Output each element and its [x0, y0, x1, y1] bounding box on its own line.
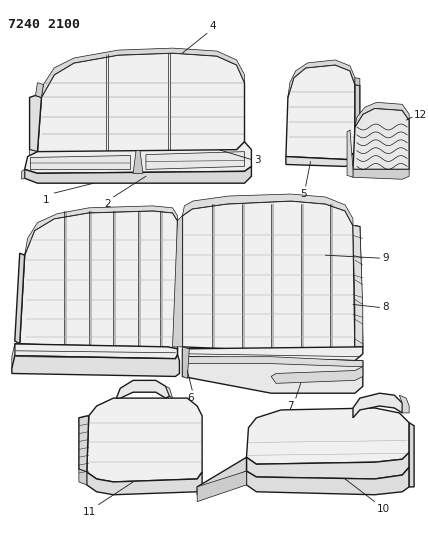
Polygon shape	[12, 344, 15, 368]
Polygon shape	[25, 142, 251, 173]
Polygon shape	[355, 225, 363, 347]
Polygon shape	[42, 48, 244, 98]
Polygon shape	[79, 416, 89, 472]
Text: 5: 5	[300, 189, 307, 199]
Polygon shape	[355, 102, 409, 127]
Polygon shape	[353, 169, 409, 179]
Polygon shape	[347, 130, 353, 177]
Polygon shape	[15, 253, 25, 344]
Polygon shape	[286, 152, 360, 166]
Text: 7: 7	[287, 401, 294, 411]
Polygon shape	[247, 467, 409, 495]
Polygon shape	[30, 150, 38, 169]
Polygon shape	[38, 53, 244, 156]
Polygon shape	[20, 211, 178, 357]
Polygon shape	[271, 367, 363, 383]
Text: 10: 10	[377, 504, 390, 514]
Text: 2: 2	[104, 199, 110, 209]
Polygon shape	[409, 423, 414, 487]
Polygon shape	[79, 469, 87, 485]
Polygon shape	[247, 408, 409, 464]
Text: 1: 1	[43, 195, 49, 205]
Polygon shape	[36, 83, 43, 98]
Polygon shape	[133, 151, 143, 173]
Polygon shape	[399, 395, 409, 413]
Polygon shape	[247, 453, 409, 479]
Text: 9: 9	[383, 253, 389, 263]
Polygon shape	[25, 206, 178, 255]
Text: 8: 8	[383, 302, 389, 312]
Polygon shape	[355, 78, 360, 86]
Polygon shape	[30, 155, 130, 169]
Polygon shape	[182, 347, 189, 378]
Polygon shape	[355, 85, 360, 154]
Polygon shape	[182, 357, 363, 367]
Text: 12: 12	[414, 110, 427, 120]
Polygon shape	[146, 152, 244, 169]
Polygon shape	[30, 95, 42, 152]
Polygon shape	[166, 386, 172, 398]
Polygon shape	[286, 65, 355, 159]
Polygon shape	[15, 344, 178, 359]
Polygon shape	[182, 347, 363, 361]
Polygon shape	[172, 216, 182, 347]
Polygon shape	[197, 457, 247, 495]
Polygon shape	[116, 381, 169, 398]
Text: 6: 6	[187, 393, 193, 403]
Polygon shape	[182, 201, 355, 354]
Polygon shape	[353, 108, 409, 169]
Text: 11: 11	[82, 506, 95, 516]
Polygon shape	[25, 166, 251, 183]
Polygon shape	[353, 225, 363, 347]
Polygon shape	[182, 357, 363, 393]
Polygon shape	[87, 398, 202, 482]
Text: 4: 4	[209, 21, 216, 31]
Polygon shape	[353, 393, 402, 418]
Text: 3: 3	[254, 155, 261, 165]
Polygon shape	[15, 344, 178, 364]
Polygon shape	[182, 194, 353, 225]
Polygon shape	[22, 169, 25, 179]
Polygon shape	[288, 60, 355, 98]
Polygon shape	[12, 355, 179, 376]
Polygon shape	[87, 472, 202, 495]
Text: 7240 2100: 7240 2100	[8, 18, 80, 30]
Polygon shape	[15, 344, 178, 364]
Polygon shape	[197, 471, 247, 502]
